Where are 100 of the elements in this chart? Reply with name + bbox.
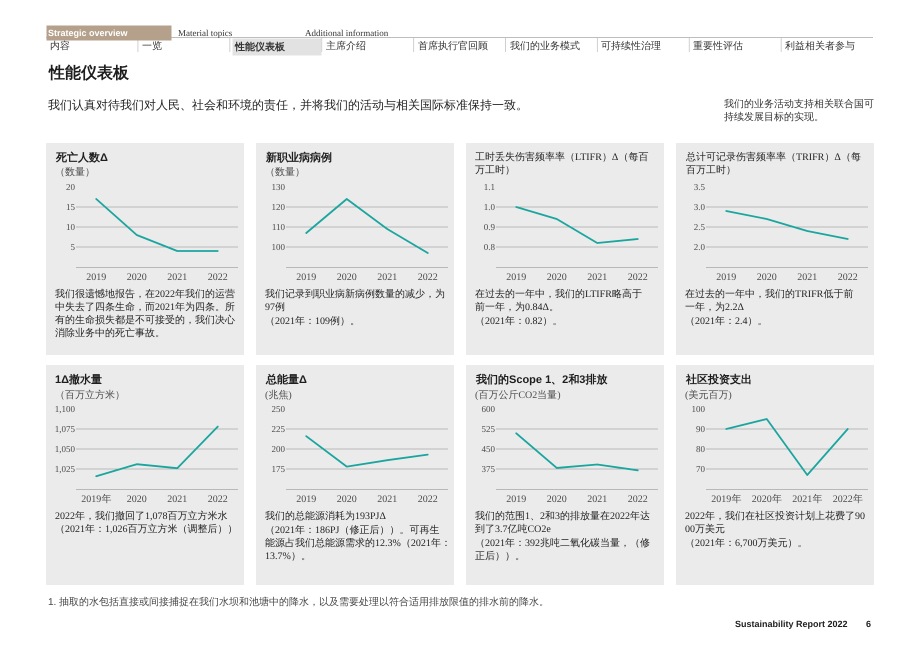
y-tick-label: 70 [696, 464, 706, 474]
y-tick-label: 3.5 [694, 182, 706, 192]
x-tick-label: 2021 [587, 494, 608, 505]
x-tick-label: 2019年 [81, 493, 112, 505]
x-tick-label: 2021 [377, 272, 398, 283]
text: 一览 [142, 40, 162, 52]
y-tick-label: 1,050 [54, 444, 76, 454]
text: Strategic overview [48, 28, 129, 38]
y-tick-label: 525 [482, 424, 496, 434]
line-series [515, 206, 639, 244]
text: （2021年：6,700万美元）。 [685, 537, 808, 549]
x-tick-label: 2022 [418, 272, 438, 283]
line-series [515, 432, 639, 472]
chart-title: 1Δ撤水量 [55, 373, 102, 386]
text: 我们的业务模式 [510, 40, 580, 52]
x-tick-label: 2019 [86, 272, 106, 283]
x-tick-label: 2020 [126, 272, 147, 283]
y-tick-label: 90 [696, 424, 706, 434]
line-series [305, 198, 429, 254]
x-tick-label: 2022 [838, 272, 858, 283]
text: （2021年：392兆吨二氧化碳当量，（修正后））。 [475, 537, 650, 562]
y-tick-label: 110 [272, 222, 286, 232]
text: 2022年，我们撤回了1,078百万立方米水（2021年：1,026百万立方米（调整后）） [55, 510, 238, 535]
chart-title: 新职业病病例 [265, 151, 332, 164]
x-tick-label: 2020 [756, 272, 777, 283]
chart-title: 我们的Scope 1、2和3排放 [475, 373, 608, 386]
y-tick-label: 20 [66, 182, 76, 192]
chart-title: 总能量Δ [265, 373, 307, 386]
y-tick-label: 130 [272, 182, 286, 192]
text: 利益相关者参与 [785, 40, 855, 52]
chart-subtitle: (百万公斤CO2当量) [475, 389, 561, 401]
text: 我们认真对待我们对人民、社会和环境的责任，并将我们的活动与相关国际标准保持一致。 [48, 98, 528, 112]
y-tick-label: 1.1 [484, 182, 495, 192]
y-tick-label: 250 [272, 404, 286, 414]
y-tick-label: 0.9 [484, 222, 496, 232]
text: 可持续性治理 [601, 40, 661, 52]
y-tick-label: 80 [696, 444, 706, 454]
text: 我们很遗憾地报告，在2022年我们的运营中失去了四条生命，而2021年为四条。所有的生命损失都是不可接受的，我们决心消除业务中的死亡事故。 [55, 288, 235, 339]
x-tick-label: 2020年 [752, 493, 782, 505]
text: （2021年：2.4）。 [685, 315, 768, 327]
text: 在过去的一年中，我们的LTIFR略高于前一年，为0.84Δ。 [475, 288, 642, 313]
x-tick-label: 2020 [126, 494, 147, 505]
y-tick-label: 120 [272, 202, 286, 212]
text: （2021年：109例）。 [265, 315, 360, 327]
y-tick-label: 450 [482, 444, 496, 454]
x-tick-label: 2022 [418, 494, 438, 505]
y-tick-label: 100 [692, 404, 706, 414]
x-tick-label: 2021年 [792, 493, 822, 505]
chart-subtitle: (美元百万) [685, 389, 732, 401]
text: 1. 抽取的水包括直接或间接捕捉在我们水坝和池塘中的降水，以及需要处理以符合适用排放限值的排水前的降水。 [48, 596, 550, 608]
y-tick-label: 1.0 [484, 202, 496, 212]
chart-title: 死亡人数Δ [55, 151, 108, 164]
x-tick-label: 2020 [336, 494, 357, 505]
y-tick-label: 2.0 [694, 242, 706, 252]
chart-title: 工时丢失伤害频率率（LTIFR）Δ（每百万工时） [475, 151, 648, 176]
text: 6 [866, 619, 872, 629]
x-tick-label: 2022 [628, 494, 648, 505]
x-tick-label: 2019 [506, 272, 526, 283]
line-series [305, 435, 429, 468]
y-tick-label: 3.0 [694, 202, 706, 212]
x-tick-label: 2020 [546, 494, 567, 505]
x-tick-label: 2021 [587, 272, 608, 283]
text: （2021年：0.82）。 [475, 315, 562, 327]
x-tick-label: 2019 [296, 272, 316, 283]
x-tick-label: 2022 [628, 272, 648, 283]
y-tick-label: 1,075 [54, 424, 76, 434]
text: 性能仪表板 [48, 64, 130, 82]
y-tick-label: 100 [272, 242, 286, 252]
text: 内容 [50, 40, 70, 52]
y-tick-label: 375 [482, 464, 496, 474]
text: 性能仪表板 [234, 41, 286, 53]
chart-subtitle: （百万立方米） [55, 389, 125, 401]
text: Additional information [305, 28, 389, 38]
line-series [95, 426, 219, 478]
text: （2021年：186PJ（修正后））。可再生能源占我们总能源需求的12.3%（2021年：13.7%）。 [265, 524, 451, 562]
x-tick-label: 2022年 [832, 493, 863, 505]
chart-subtitle: （数量） [265, 167, 305, 178]
y-tick-label: 5 [70, 242, 76, 252]
x-tick-label: 2020 [336, 272, 357, 283]
x-tick-label: 2022 [208, 272, 228, 283]
y-tick-label: 1,025 [54, 464, 76, 474]
x-tick-label: 2021 [167, 494, 188, 505]
y-tick-label: 225 [272, 424, 286, 434]
chart-title: 总计可记录伤害频率率（TRIFR）Δ（每百万工时） [685, 151, 861, 176]
text: 我们的业务活动支持相关联合国可持续发展目标的实现。 [724, 98, 874, 123]
x-tick-label: 2019 [296, 494, 316, 505]
x-tick-label: 2020 [546, 272, 567, 283]
text: Material topics [178, 28, 233, 38]
text: 我们的总能源消耗为193PJΔ [265, 510, 386, 522]
text: 在过去的一年中，我们的TRIFR低于前一年，为2.2Δ [685, 288, 854, 313]
text: 我们的范围1、2和3的排放量在2022年达到了3.7亿吨CO2e [475, 510, 650, 535]
text: 2022年，我们在社区投资计划上花费了9000万美元 [685, 510, 865, 535]
y-tick-label: 175 [272, 464, 286, 474]
y-tick-label: 2.5 [694, 222, 706, 232]
x-tick-label: 2021 [377, 494, 398, 505]
x-tick-label: 2021 [797, 272, 818, 283]
text: Sustainability Report 2022 [735, 619, 848, 629]
x-tick-label: 2019 [506, 494, 526, 505]
chart-title: 社区投资支出 [685, 373, 752, 386]
y-tick-label: 0.8 [484, 242, 496, 252]
